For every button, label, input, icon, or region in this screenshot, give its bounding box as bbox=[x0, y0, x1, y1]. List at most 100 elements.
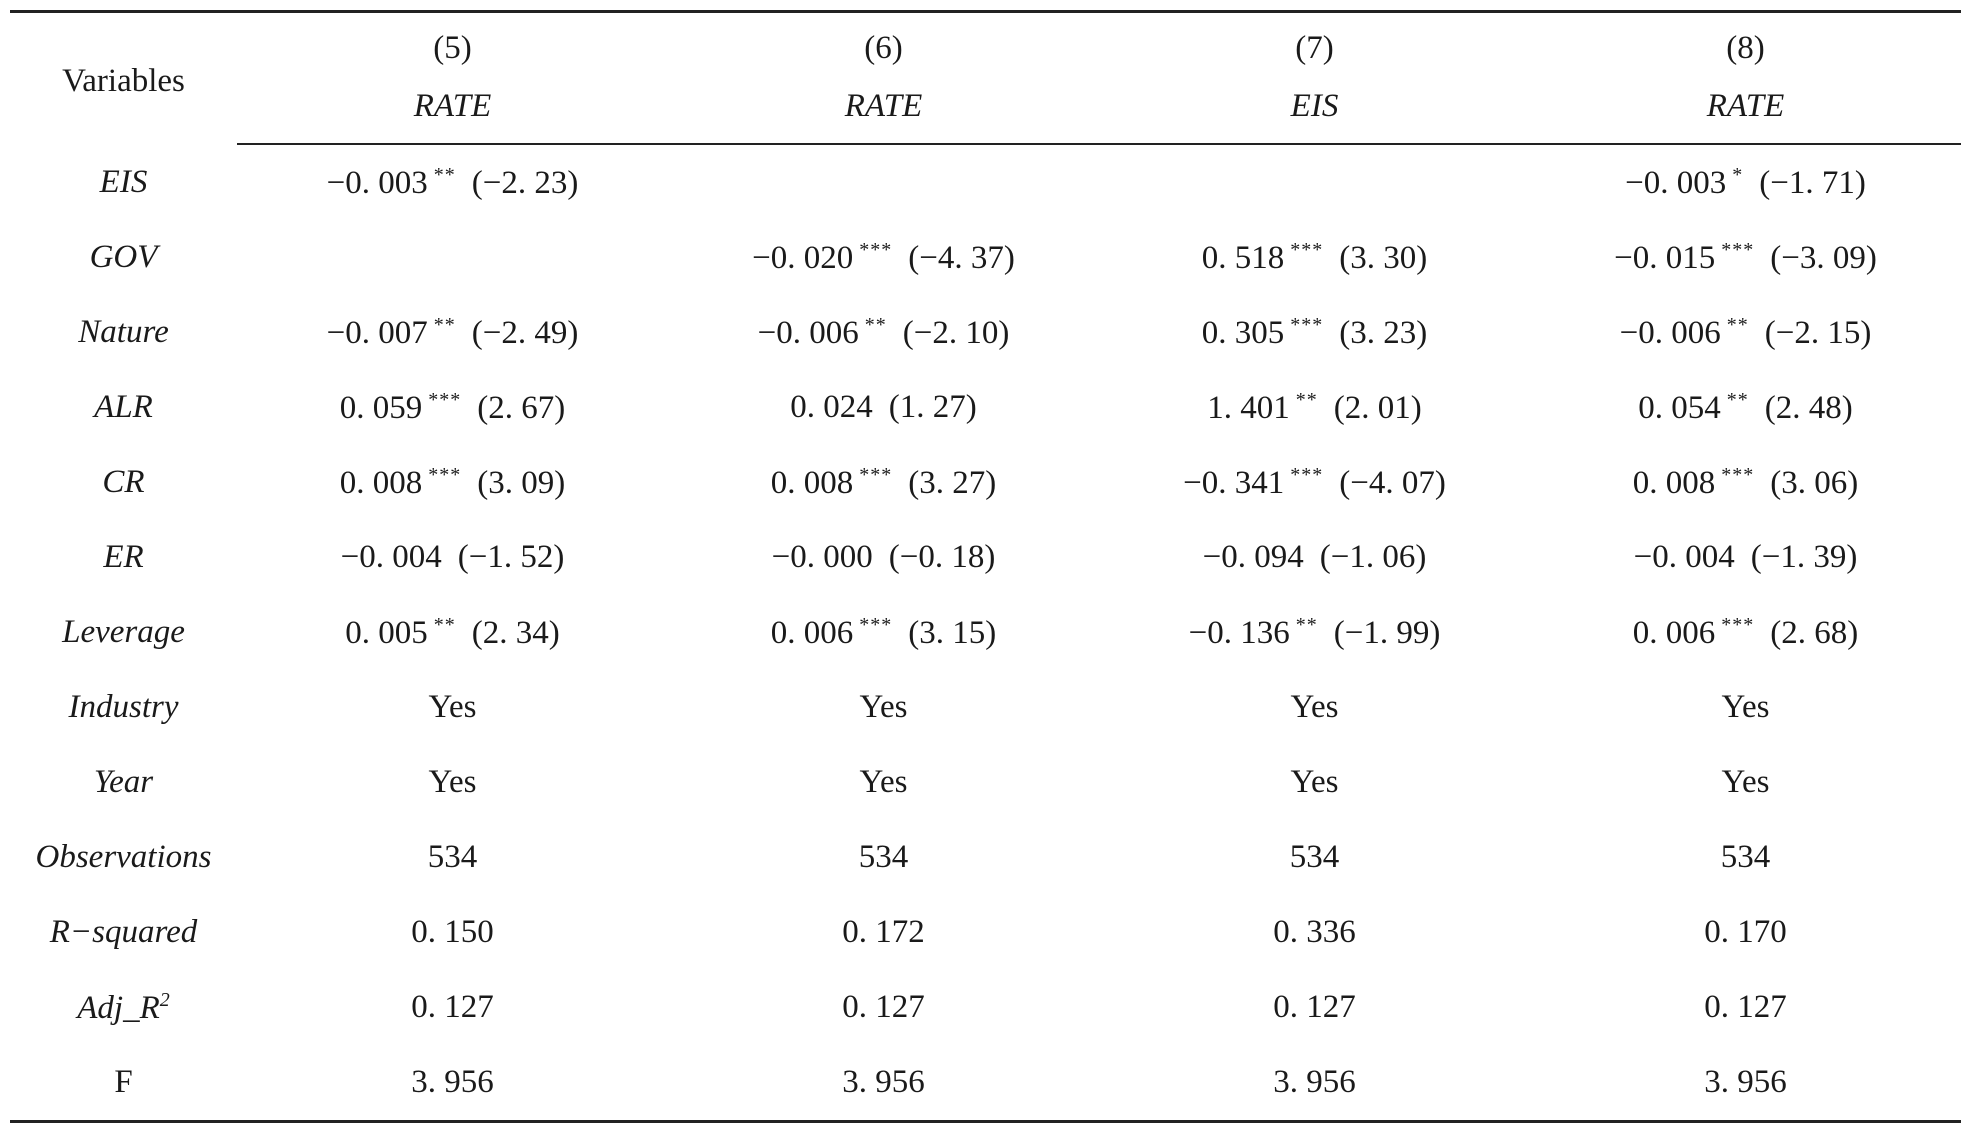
t-statistic: (−2. 23) bbox=[471, 164, 579, 201]
significance-stars: ** bbox=[433, 613, 456, 636]
coefficient-value: Yes bbox=[428, 689, 477, 725]
variable-label: ER bbox=[103, 539, 144, 575]
row-variable-name: GOV bbox=[10, 220, 237, 295]
column-number: (5) bbox=[237, 10, 668, 77]
variable-label: CR bbox=[102, 464, 145, 500]
coefficient-value: −0. 094 bbox=[1202, 539, 1304, 575]
estimate-cell: 534 bbox=[668, 820, 1099, 895]
estimate-cell: Yes bbox=[237, 670, 668, 745]
coefficient-value: −0. 003 bbox=[326, 164, 428, 201]
estimate-cell: 0. 172 bbox=[668, 895, 1099, 970]
estimate-cell: 3. 956 bbox=[668, 1045, 1099, 1123]
coefficient-value: −0. 136 bbox=[1188, 614, 1290, 651]
variable-label: Adj_R bbox=[77, 989, 160, 1026]
significance-stars: *** bbox=[1290, 238, 1324, 261]
table-header: Variables (5) (6) (7) (8) RATE RATE EIS … bbox=[10, 10, 1961, 145]
coefficient-value: 0. 518 bbox=[1201, 239, 1285, 276]
estimate-cell: 3. 956 bbox=[237, 1045, 668, 1123]
coefficient-value: Yes bbox=[1290, 764, 1339, 800]
variable-label: EIS bbox=[99, 163, 148, 200]
estimate-cell: 534 bbox=[1099, 820, 1530, 895]
table-row: Year Yes Yes Yes Yes bbox=[10, 745, 1961, 820]
coefficient-value: 0. 054 bbox=[1638, 389, 1721, 426]
estimate-cell: −0. 004 (−1. 39) bbox=[1530, 520, 1961, 595]
significance-stars: ** bbox=[1295, 613, 1318, 636]
estimate-cell: 0. 008 *** (3. 27) bbox=[668, 445, 1099, 520]
t-statistic: (−4. 07) bbox=[1339, 464, 1446, 501]
table-row: GOV −0. 020 *** (−4. 37) 0. 518 *** (3. 30) −0.… bbox=[10, 220, 1961, 295]
variable-label: Leverage bbox=[62, 614, 185, 650]
estimate-cell: −0. 003 ** (−2. 23) bbox=[237, 144, 668, 220]
significance-stars: ** bbox=[864, 313, 887, 336]
coefficient-value: Yes bbox=[1721, 764, 1770, 800]
t-statistic: (−3. 09) bbox=[1770, 239, 1877, 276]
coefficient-value: −0. 006 bbox=[1619, 314, 1721, 351]
t-statistic: (−0. 18) bbox=[888, 539, 996, 575]
row-variable-name: Leverage bbox=[10, 595, 237, 670]
coefficient-value: 3. 956 bbox=[1273, 1064, 1356, 1100]
coefficient-value: 534 bbox=[427, 839, 478, 875]
regression-table: Variables (5) (6) (7) (8) RATE RATE EIS … bbox=[10, 10, 1961, 1123]
estimate-cell: 0. 150 bbox=[237, 895, 668, 970]
estimate-cell: 0. 059 *** (2. 67) bbox=[237, 370, 668, 445]
estimate-cell: −0. 000 (−0. 18) bbox=[668, 520, 1099, 595]
estimate-cell: 0. 518 *** (3. 30) bbox=[1099, 220, 1530, 295]
row-variable-name: Adj_R2 bbox=[10, 970, 237, 1045]
table-row: Observations 534 534 534 534 bbox=[10, 820, 1961, 895]
dependent-variable: EIS bbox=[1099, 77, 1530, 145]
estimate-cell: 0. 127 bbox=[237, 970, 668, 1045]
coefficient-value: 0. 005 bbox=[345, 614, 428, 651]
t-statistic: (3. 30) bbox=[1339, 239, 1428, 276]
column-number: (7) bbox=[1099, 10, 1530, 77]
t-statistic: (−1. 39) bbox=[1750, 539, 1858, 575]
estimate-cell: 534 bbox=[237, 820, 668, 895]
t-statistic: (−1. 06) bbox=[1319, 539, 1427, 575]
row-variable-name: Year bbox=[10, 745, 237, 820]
coefficient-value: 3. 956 bbox=[842, 1064, 925, 1100]
coefficient-value: 0. 006 bbox=[1632, 614, 1716, 651]
coefficient-value: Yes bbox=[1721, 689, 1770, 725]
coefficient-value: −0. 015 bbox=[1614, 239, 1716, 276]
t-statistic: (3. 06) bbox=[1770, 464, 1859, 501]
coefficient-value: 534 bbox=[858, 839, 909, 875]
estimate-cell: 0. 006 *** (3. 15) bbox=[668, 595, 1099, 670]
significance-stars: ** bbox=[433, 163, 456, 186]
estimate-cell: −0. 136 ** (−1. 99) bbox=[1099, 595, 1530, 670]
variable-label: Industry bbox=[68, 689, 179, 725]
coefficient-value: −0. 020 bbox=[752, 239, 854, 276]
variable-superscript: 2 bbox=[159, 988, 170, 1011]
significance-stars: *** bbox=[428, 388, 462, 411]
table-row: CR 0. 008 *** (3. 09) 0. 008 *** (3. 27) −0. 34… bbox=[10, 445, 1961, 520]
regression-table-container: Variables (5) (6) (7) (8) RATE RATE EIS … bbox=[10, 10, 1961, 1123]
estimate-cell: Yes bbox=[237, 745, 668, 820]
coefficient-value: Yes bbox=[1290, 689, 1339, 725]
coefficient-value: 0. 170 bbox=[1704, 914, 1787, 950]
coefficient-value: 0. 024 bbox=[790, 389, 873, 425]
estimate-cell: 0. 170 bbox=[1530, 895, 1961, 970]
coefficient-value: −0. 341 bbox=[1183, 464, 1285, 501]
estimate-cell: Yes bbox=[1530, 745, 1961, 820]
coefficient-value: 1. 401 bbox=[1207, 389, 1290, 426]
coefficient-value: 0. 008 bbox=[339, 464, 423, 501]
dependent-variable: RATE bbox=[668, 77, 1099, 145]
coefficient-value: 0. 008 bbox=[770, 464, 854, 501]
significance-stars: ** bbox=[433, 313, 456, 336]
estimate-cell: Yes bbox=[1099, 670, 1530, 745]
t-statistic: (2. 01) bbox=[1333, 389, 1422, 426]
estimate-cell: 3. 956 bbox=[1530, 1045, 1961, 1123]
significance-stars: *** bbox=[1290, 313, 1324, 336]
estimate-cell: 0. 008 *** (3. 09) bbox=[237, 445, 668, 520]
estimate-cell: Yes bbox=[668, 670, 1099, 745]
significance-stars: *** bbox=[1721, 463, 1755, 486]
estimate-cell: Yes bbox=[1530, 670, 1961, 745]
t-statistic: (2. 67) bbox=[477, 389, 566, 426]
header-row-dependent: RATE RATE EIS RATE bbox=[10, 77, 1961, 145]
row-variable-name: Industry bbox=[10, 670, 237, 745]
estimate-cell: Yes bbox=[668, 745, 1099, 820]
estimate-cell: 0. 024 (1. 27) bbox=[668, 370, 1099, 445]
coefficient-value: 534 bbox=[1720, 839, 1771, 875]
t-statistic: (3. 15) bbox=[908, 614, 997, 651]
estimate-cell: −0. 020 *** (−4. 37) bbox=[668, 220, 1099, 295]
t-statistic: (3. 27) bbox=[908, 464, 997, 501]
coefficient-value: 0. 127 bbox=[411, 989, 494, 1025]
